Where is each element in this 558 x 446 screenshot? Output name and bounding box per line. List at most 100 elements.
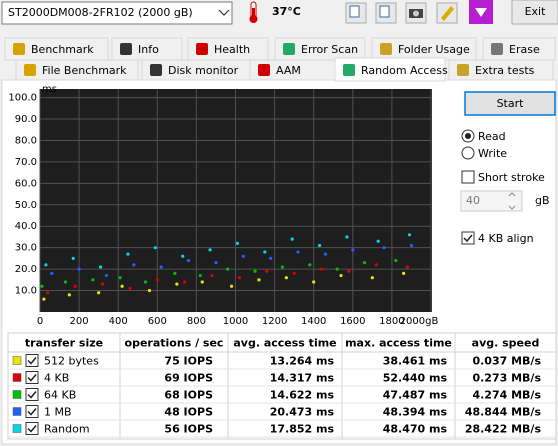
y-axis-label: ms [42,84,57,95]
table-cell: 20.473 ms [270,406,335,419]
data-point [345,235,349,239]
tab-label: Info [138,43,159,56]
series-checkbox[interactable] [25,422,39,435]
series-checkbox[interactable] [25,371,39,384]
tab-label: Health [214,43,250,56]
checkbox[interactable] [461,231,475,245]
spin-arrows[interactable] [508,192,516,210]
table-cell: 28.422 MB/s [465,423,542,436]
table-cell: 48.470 ms [383,423,448,436]
data-point [44,263,48,267]
data-point [405,265,410,269]
data-point [407,233,412,237]
data-point [317,243,322,248]
transfer-size: 512 bytes [44,355,99,368]
data-point [229,284,234,288]
table-cell: 17.852 ms [270,423,335,436]
checkbox-label: 4 KB align [478,232,534,245]
drive-name: ST2000DM008-2FR102 (2000 gB) [8,6,193,19]
y-tick-label: 40.0 [15,221,37,232]
scatter-points [40,233,414,301]
exit-label: Exit [525,5,547,18]
data-point [376,239,380,243]
tab-icon [457,64,469,76]
data-point [67,293,71,297]
axis-labels: 10.0 20.0 30.0 40.0 50.0 60.0 70.0 80.0 90.0 100.… [8,93,438,327]
tab-label: Random Access [361,64,448,77]
legend-swatch [12,373,22,382]
x-tick-label: 2000gB [400,316,439,327]
data-point [241,254,245,258]
tab-label: AAM [276,64,301,77]
exit-button[interactable] [511,0,558,25]
data-point [155,278,159,282]
tab-icon [343,64,355,76]
table-cell: 48.844 MB/s [465,406,542,419]
start-button[interactable] [464,91,556,116]
column-header: operations / sec [125,337,224,350]
transfer-size: 1 MB [44,406,72,419]
data-point [143,280,148,284]
series-checkbox[interactable] [25,405,39,418]
grid [39,89,432,312]
tab-icon [196,43,208,55]
data-point [208,248,212,252]
data-point [214,261,218,265]
tab-icon [258,64,270,76]
data-point [210,273,214,278]
x-tick-label: 1200 [262,316,287,327]
table-cell: 0.037 MB/s [472,355,541,368]
radio-button[interactable] [461,146,475,160]
x-tick-label: 1800 [379,316,404,327]
table-cell: 14.317 ms [270,372,335,385]
temperature: 37°C [272,5,301,18]
x-tick-label: 600 [148,316,167,327]
data-point [175,282,179,286]
drive-select[interactable] [1,1,233,25]
data-point [147,288,152,293]
y-tick-label: 100.0 [8,93,37,104]
tab-strip: Benchmark Info Health Error Scan Folder Usag… [4,37,556,82]
checkbox[interactable] [461,170,475,184]
checkmark [463,234,473,243]
tab-icon [120,43,132,55]
tab-icon [283,43,295,55]
x-tick-label: 0 [37,316,43,327]
options-panel: Read Write Short stroke 4 KB align [461,129,545,245]
tab[interactable] [448,59,554,81]
data-point [97,291,101,295]
data-point [292,271,296,276]
checkmark [27,425,37,433]
tab[interactable] [15,59,139,81]
series-checkbox[interactable] [25,388,39,401]
table-cell: 13.264 ms [270,355,335,368]
table-cell: 14.622 ms [270,389,335,402]
y-tick-label: 50.0 [15,200,37,211]
table-cell: 38.461 ms [383,355,448,368]
radio-dot [465,133,471,139]
checkbox-label: Short stroke [478,171,545,184]
data-point [263,250,267,254]
data-point [128,286,132,291]
data-point [265,269,269,273]
stroke-size-input[interactable] [460,190,523,212]
transfer-size: 64 KB [44,389,76,402]
series-checkbox[interactable] [25,354,39,367]
tab-icon [491,43,503,55]
data-point [46,291,50,295]
x-tick-label: 400 [109,316,128,327]
y-tick-label: 10.0 [15,286,37,297]
data-point [186,258,191,263]
data-point [370,276,374,280]
data-point [409,243,414,248]
data-point [339,273,343,278]
x-tick-label: 800 [187,316,206,327]
tab[interactable] [334,57,446,82]
column-header: avg. access time [233,337,336,350]
tab-label: Extra tests [475,64,535,77]
data-point [63,280,68,284]
table-cell: 48.394 ms [383,406,448,419]
data-point [99,265,103,269]
radio-label: Write [478,147,507,160]
checkmark [27,374,37,382]
